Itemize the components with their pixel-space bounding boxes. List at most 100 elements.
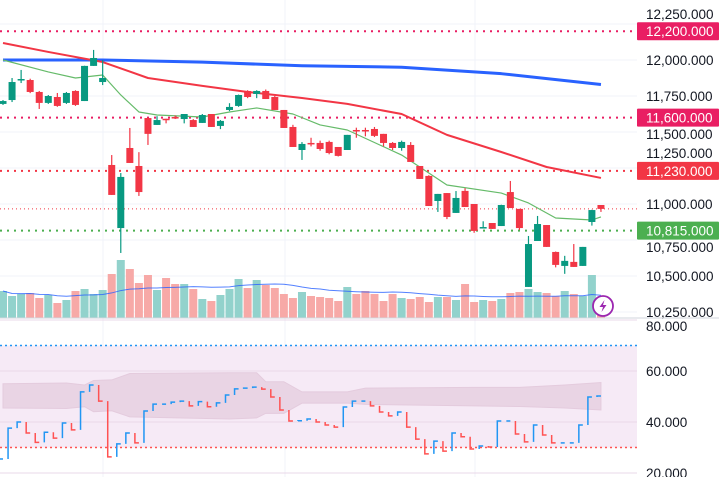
- candle-body: [570, 261, 578, 267]
- candle-body: [515, 208, 523, 229]
- candle-body: [135, 165, 143, 193]
- volume-bar: [62, 300, 71, 318]
- volume-bar: [506, 293, 515, 318]
- oscillator-step: [270, 389, 275, 398]
- volume-bar: [379, 301, 388, 318]
- oscillator-step: [224, 394, 230, 403]
- oscillator-tick-label: 40.000: [646, 415, 687, 430]
- lightning-icon[interactable]: [592, 295, 614, 317]
- oscillator-step: [333, 425, 339, 428]
- oscillator-step: [578, 424, 583, 443]
- oscillator-step: [116, 443, 121, 457]
- candle-body: [235, 94, 243, 106]
- candle-body: [316, 142, 324, 149]
- oscillator-step: [587, 396, 592, 426]
- oscillator-step: [596, 395, 601, 398]
- oscillator-step: [324, 422, 330, 426]
- volume-bar: [433, 297, 442, 318]
- oscillator-step: [550, 435, 556, 444]
- volume-bar: [243, 288, 252, 318]
- volume-bar: [325, 298, 334, 318]
- oscillator-step: [7, 427, 13, 459]
- candle-body: [370, 128, 378, 136]
- volume-bar: [26, 293, 35, 318]
- oscillator-step: [134, 432, 139, 444]
- oscillator-step: [541, 425, 547, 436]
- candle-body: [461, 190, 469, 208]
- volume-bar: [515, 292, 524, 318]
- volume-bar: [316, 297, 325, 318]
- candle-body: [524, 244, 532, 287]
- oscillator-step: [251, 386, 257, 389]
- volume-bar: [406, 299, 415, 318]
- oscillator-step: [451, 432, 456, 452]
- oscillator-pane: [0, 319, 637, 474]
- volume-bar: [497, 299, 506, 318]
- oscillator-step: [88, 384, 94, 392]
- candle-body: [289, 126, 297, 147]
- price-tick-label: 10,250.000: [646, 305, 714, 320]
- oscillator-step: [34, 432, 40, 444]
- candle-body: [407, 144, 415, 162]
- volume-bar: [524, 289, 533, 318]
- volume-bar: [533, 292, 542, 318]
- oscillator-step: [233, 388, 239, 395]
- volume-bar: [162, 278, 171, 318]
- candle-body: [35, 91, 43, 103]
- candle-body: [253, 90, 261, 94]
- oscillator-tick-label: 20.000: [646, 466, 687, 477]
- oscillator-step: [79, 391, 85, 430]
- price-tag-label: 11,600.000: [646, 111, 713, 126]
- volume-bar: [479, 300, 488, 318]
- price-tick-label: 11,500.000: [646, 127, 713, 142]
- oscillator-step: [523, 433, 529, 443]
- volume-bar: [352, 294, 361, 318]
- oscillator-step: [442, 441, 447, 452]
- price-tick-label: 12,250.000: [646, 7, 714, 22]
- volume-bar: [343, 287, 352, 318]
- candles: [0, 49, 605, 287]
- volume-bar: [98, 290, 107, 318]
- candle-body: [389, 142, 397, 148]
- candle-body: [216, 120, 224, 126]
- oscillator-step: [61, 422, 67, 439]
- candle-body: [343, 134, 351, 150]
- candle-body: [479, 227, 487, 229]
- volume-bar: [270, 288, 279, 318]
- volume-bar: [361, 291, 370, 318]
- oscillator-step: [487, 445, 493, 448]
- price-tick-label: 10,750.000: [646, 240, 714, 255]
- oscillator-step: [288, 410, 293, 422]
- horizontal-levels[interactable]: [0, 30, 637, 232]
- candle-body: [579, 246, 587, 266]
- candle-body: [226, 106, 233, 110]
- candle-body: [307, 142, 315, 145]
- oscillator-step: [188, 401, 194, 407]
- candle-body: [543, 225, 551, 247]
- oscillator-step: [496, 420, 502, 447]
- volume-bar: [261, 285, 270, 318]
- volume-bar: [234, 279, 243, 318]
- candle-body: [452, 197, 460, 213]
- candle-body: [280, 109, 288, 128]
- volume-bar: [252, 280, 261, 318]
- candle-body: [53, 97, 61, 106]
- volume-bar: [171, 284, 180, 318]
- candle-body: [17, 79, 25, 81]
- candle-body: [380, 133, 388, 143]
- oscillator-step: [424, 439, 429, 455]
- volume-bar: [334, 301, 343, 318]
- candle-body: [26, 80, 34, 92]
- candle-body: [207, 114, 215, 127]
- candle-body: [0, 101, 7, 104]
- volume-bar: [35, 298, 44, 318]
- oscillator-step: [342, 406, 348, 428]
- oscillator-tick-label: 60.000: [646, 364, 687, 379]
- candle-body: [244, 90, 252, 98]
- volume-bar: [470, 302, 479, 318]
- oscillator-step: [306, 418, 312, 421]
- candle-body: [334, 146, 342, 156]
- volume-bar: [370, 294, 379, 318]
- oscillator-step: [514, 420, 520, 435]
